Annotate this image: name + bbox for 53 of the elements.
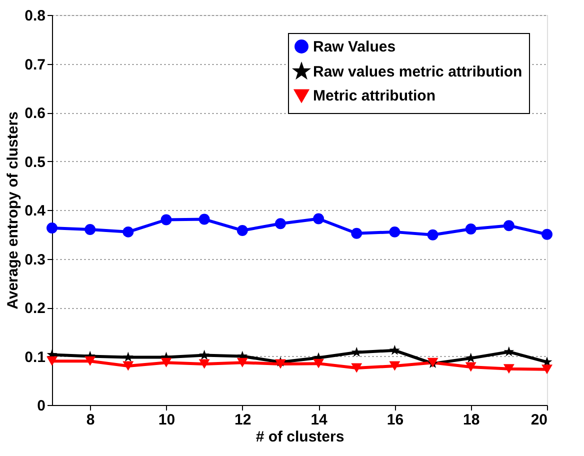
point [351,346,362,357]
point [198,214,210,225]
y-axis-title: Average entropy of clusters [4,112,22,310]
point [84,356,96,366]
y-tick-label: 0 [37,398,46,414]
x-tick-label: 10 [158,412,176,428]
point [504,346,514,356]
y-tick-label: 0.3 [24,251,46,268]
point [160,214,172,226]
point [274,218,286,230]
y-tick-label: 0.8 [24,8,46,24]
point [46,356,58,366]
y-tick-label: 0.1 [24,348,46,366]
x-tick-label: 16 [386,412,404,428]
y-tick-label: 0.7 [24,56,46,74]
point [84,224,96,235]
y-tick-label: 0.4 [24,202,46,220]
point [542,228,552,240]
point [427,229,438,240]
point [236,225,248,236]
point [542,364,552,374]
point [351,228,362,239]
point [199,350,210,360]
point [236,358,248,368]
y-tick-label: 0.2 [24,300,46,317]
x-tick-label: 18 [463,412,480,428]
point [465,224,476,234]
point [122,226,134,238]
x-axis-title: # of clusters [256,428,344,446]
point [313,213,324,224]
x-tick-label: 8 [86,412,95,428]
point [313,358,324,368]
point [122,361,134,371]
x-tick-label: 12 [234,412,252,428]
point [160,358,172,368]
point [465,362,476,372]
legend-label: Raw Values [313,38,396,56]
point [503,364,514,374]
point [389,361,400,371]
y-tick-label: 0.6 [24,105,46,122]
point [122,352,134,362]
point [198,359,210,369]
point [389,344,400,355]
point [46,222,58,234]
y-tick-label: 0.5 [24,154,46,171]
x-tick-label: 14 [310,412,328,428]
x-tick-label: 20 [530,412,548,428]
legend-label: Metric attribution [313,88,436,104]
point [274,359,286,369]
legend-label: Raw values metric attribution [313,64,522,80]
point [351,363,362,373]
point [503,220,514,232]
point [389,226,400,238]
